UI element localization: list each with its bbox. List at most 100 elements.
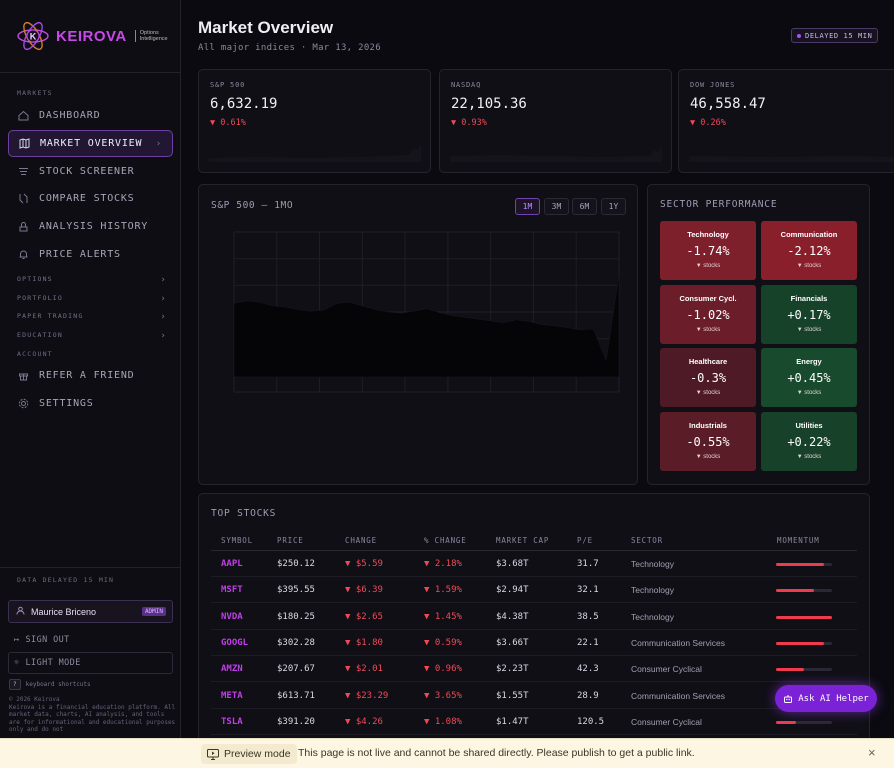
bell-icon: [18, 249, 29, 260]
sector-name: Industrials: [689, 421, 727, 430]
sparkline: [450, 146, 662, 162]
nav-item-analysis-history[interactable]: ANALYSIS HISTORY: [8, 213, 173, 240]
close-icon[interactable]: ×: [868, 745, 876, 760]
momentum-fill: [776, 563, 824, 566]
table-row[interactable]: AMZN $207.67 ▼ $2.01 ▼ 0.96% $2.23T 42.3 Consu…: [211, 656, 857, 683]
stock-sector: Technology: [631, 559, 675, 569]
chart-area-series: [233, 274, 620, 378]
nav-item-settings[interactable]: SETTINGS: [8, 390, 173, 417]
stock-market-cap: $1.47T: [496, 716, 529, 727]
nav-label: COMPARE STOCKS: [39, 193, 135, 204]
nav-label: ANALYSIS HISTORY: [39, 221, 149, 232]
sector-tile-financials[interactable]: Financials +0.17% ▼ stocks: [761, 285, 857, 344]
stock-pe: 32.1: [577, 585, 599, 596]
col-header-market-cap[interactable]: MARKET CAP: [496, 536, 550, 545]
stock-symbol[interactable]: AMZN: [221, 664, 243, 675]
sector-tile-communication[interactable]: Communication -2.12% ▼ stocks: [761, 221, 857, 280]
stock-pe: 120.5: [577, 716, 605, 727]
sector-tile-healthcare[interactable]: Healthcare -0.3% ▼ stocks: [660, 348, 756, 407]
col-header-pct-change[interactable]: % CHANGE: [424, 536, 467, 545]
sidebar-group-portfolio[interactable]: PORTFOLIO ›: [17, 294, 167, 304]
index-change: ▼ 0.61%: [210, 118, 246, 128]
stock-symbol[interactable]: TSLA: [221, 716, 243, 727]
sector-name: Energy: [796, 357, 822, 366]
stock-pct-change: ▼ 1.59%: [424, 585, 462, 596]
sign-out-button[interactable]: ↦ SIGN OUT: [14, 635, 70, 645]
nav-item-price-alerts[interactable]: PRICE ALERTS: [8, 241, 173, 268]
table-row[interactable]: NVDA $180.25 ▼ $2.65 ▼ 1.45% $4.38T 38.5 Techn…: [211, 604, 857, 630]
price-area-chart[interactable]: [224, 227, 634, 397]
table-row[interactable]: META $613.71 ▼ $23.29 ▼ 3.65% $1.55T 28.9 Comm…: [211, 683, 857, 709]
sector-change: -1.02%: [686, 308, 730, 322]
stock-symbol[interactable]: META: [221, 690, 243, 701]
stock-sector: Communication Services: [631, 637, 726, 648]
nav-item-compare-stocks[interactable]: COMPARE STOCKS: [8, 185, 173, 212]
sparkline: [689, 156, 894, 162]
table-row[interactable]: GOOGL $302.28 ▼ $1.80 ▼ 0.59% $3.66T 22.1 Comm…: [211, 630, 857, 656]
stock-market-cap: $3.66T: [496, 637, 529, 648]
stock-price: $302.28: [277, 637, 315, 648]
col-header-symbol[interactable]: SYMBOL: [221, 536, 253, 545]
stock-symbol[interactable]: MSFT: [221, 585, 243, 596]
stock-pe: 31.7: [577, 559, 599, 569]
table-row[interactable]: MSFT $395.55 ▼ $6.39 ▼ 1.59% $2.94T 32.1 Techn…: [211, 577, 857, 604]
chart-title: S&P 500 — 1MO: [211, 200, 294, 211]
col-header-momentum[interactable]: MOMENTUM: [777, 536, 820, 545]
range-6m-button[interactable]: 6M: [572, 198, 597, 215]
delayed-badge: DELAYED 15 MIN: [791, 28, 879, 43]
sector-sub: ▼ stocks: [695, 454, 721, 460]
nav-item-dashboard[interactable]: DASHBOARD: [8, 102, 173, 129]
sector-sub: ▼ stocks: [695, 263, 721, 269]
data-delayed-note: DATA DELAYED 15 MIN: [17, 576, 115, 584]
light-mode-label-wrap: ☼ LIGHT MODE: [14, 658, 81, 668]
stock-price: $180.25: [277, 611, 315, 622]
nav-item-market-overview[interactable]: MARKET OVERVIEW ›: [8, 130, 173, 157]
sector-sub: ▼ stocks: [796, 454, 822, 460]
stock-symbol[interactable]: AAPL: [221, 559, 243, 569]
divider: [0, 567, 181, 568]
nav-label: SETTINGS: [39, 398, 94, 409]
stock-symbol[interactable]: GOOGL: [221, 637, 249, 648]
sign-out-label: SIGN OUT: [25, 635, 70, 645]
chevron-right-icon: ›: [160, 331, 167, 341]
nav-item-refer-a-friend[interactable]: REFER A FRIEND: [8, 362, 173, 389]
index-card-nasdaq[interactable]: NASDAQ 22,105.36 ▼ 0.93%: [439, 69, 672, 173]
sector-performance-card: SECTOR PERFORMANCE Technology -1.74% ▼ sto…: [647, 184, 870, 485]
col-header-pe[interactable]: P/E: [577, 536, 593, 545]
table-row[interactable]: TSLA $391.20 ▼ $4.26 ▼ 1.08% $1.47T 120.5 Cons…: [211, 709, 857, 735]
index-card-dow-jones[interactable]: DOW JONES 46,558.47 ▼ 0.26%: [678, 69, 894, 173]
col-header-sector[interactable]: SECTOR: [631, 536, 663, 545]
sector-tile-energy[interactable]: Energy +0.45% ▼ stocks: [761, 348, 857, 407]
stock-price: $391.20: [277, 716, 315, 727]
light-mode-toggle[interactable]: [8, 652, 173, 674]
sector-tile-utilities[interactable]: Utilities +0.22% ▼ stocks: [761, 412, 857, 471]
nav-label: STOCK SCREENER: [39, 166, 135, 177]
stock-symbol[interactable]: NVDA: [221, 611, 243, 622]
divider: [211, 550, 857, 551]
sidebar-group-education[interactable]: EDUCATION ›: [17, 331, 167, 341]
range-1y-button[interactable]: 1Y: [601, 198, 626, 215]
brand-logo[interactable]: K KEIROVA Options Intelligence: [16, 18, 168, 54]
col-header-change[interactable]: CHANGE: [345, 536, 377, 545]
range-1m-button[interactable]: 1M: [515, 198, 540, 215]
sector-sub: ▼ stocks: [695, 390, 721, 396]
legal-disclaimer: © 2026 Keirova Keirova is a financial ed…: [9, 696, 176, 734]
table-row[interactable]: AAPL $250.12 ▼ $5.59 ▼ 2.18% $3.68T 31.7 Techn…: [211, 551, 857, 577]
ai-helper-label: Ask AI Helper: [798, 693, 869, 704]
col-header-price[interactable]: PRICE: [277, 536, 304, 545]
user-profile[interactable]: Maurice Briceno ADMIN: [8, 600, 173, 623]
sector-tile-technology[interactable]: Technology -1.74% ▼ stocks: [660, 221, 756, 280]
svg-text:K: K: [30, 32, 37, 42]
momentum-fill: [776, 615, 832, 619]
nav-item-stock-screener[interactable]: STOCK SCREENER: [8, 158, 173, 185]
index-card-sp500[interactable]: S&P 500 6,632.19 ▼ 0.61%: [198, 69, 431, 173]
sector-tile-industrials[interactable]: Industrials -0.55% ▼ stocks: [660, 412, 756, 471]
ask-ai-helper-button[interactable]: Ask AI Helper: [775, 685, 877, 712]
sidebar-group-options[interactable]: OPTIONS ›: [17, 275, 167, 285]
sidebar-group-paper-trading[interactable]: PAPER TRADING ›: [17, 312, 167, 322]
preview-mode-banner: Preview mode This page is not live and c…: [0, 738, 894, 768]
keyboard-shortcuts-hint[interactable]: ? keyboard shortcuts: [9, 679, 91, 690]
brand-tagline: Options Intelligence: [134, 30, 168, 42]
sector-tile-consumer-cycl[interactable]: Consumer Cycl. -1.02% ▼ stocks: [660, 285, 756, 344]
range-3m-button[interactable]: 3M: [544, 198, 569, 215]
